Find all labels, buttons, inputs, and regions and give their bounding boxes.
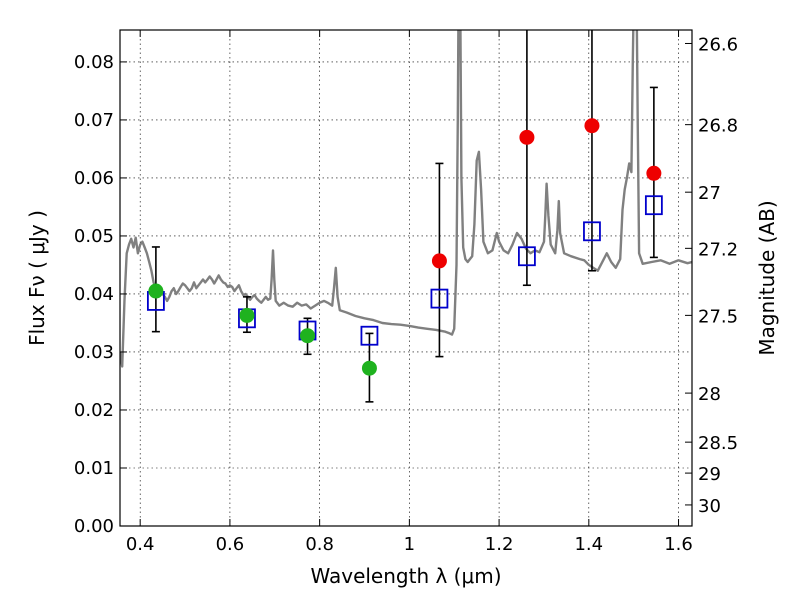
x-axis-ticks: 0.4 0.6 0.8 1 1.2 1.4 1.6 bbox=[126, 30, 693, 555]
y2-tick-label: 27 bbox=[698, 183, 721, 204]
y-tick-label: 0.07 bbox=[74, 110, 114, 131]
y2-tick-label: 30 bbox=[698, 496, 721, 517]
y-tick-label: 0.06 bbox=[74, 168, 114, 189]
y-axis-ticks: 0.00 0.01 0.02 0.03 0.04 0.05 0.06 0.07 0.08 bbox=[74, 52, 127, 537]
y2-axis-label: Magnitude (AB) bbox=[755, 200, 779, 355]
x-tick-label: 1.2 bbox=[485, 534, 514, 555]
x-tick-label: 1 bbox=[404, 534, 415, 555]
model-photometry-square bbox=[583, 221, 601, 242]
y2-tick-label: 27.5 bbox=[698, 306, 738, 327]
x-tick-label: 1.4 bbox=[574, 534, 603, 555]
y-tick-label: 0.03 bbox=[74, 342, 114, 363]
model-photometry-square bbox=[518, 246, 536, 267]
y2-tick-label: 28.5 bbox=[698, 433, 738, 454]
y-axis-label: Flux Fν ( μJy ) bbox=[25, 210, 49, 346]
model-photometry-square bbox=[430, 288, 449, 309]
y2-axis-ticks: 26.6 26.8 27 27.2 27.5 28 28.5 29 30 bbox=[685, 34, 738, 517]
x-tick-label: 0.6 bbox=[216, 534, 245, 555]
model-photometry-square bbox=[360, 325, 379, 346]
optical-point bbox=[300, 328, 316, 344]
plot-area bbox=[120, 30, 692, 403]
optical-point bbox=[239, 307, 255, 323]
y-tick-label: 0.01 bbox=[74, 458, 114, 479]
y2-tick-label: 27.2 bbox=[698, 239, 738, 260]
y2-tick-label: 26.6 bbox=[698, 34, 738, 55]
model-photometry-square bbox=[644, 195, 663, 216]
y-tick-label: 0.02 bbox=[74, 400, 114, 421]
y-tick-label: 0.05 bbox=[74, 226, 114, 247]
plot-frame bbox=[119, 29, 693, 527]
optical-point bbox=[148, 283, 164, 299]
x-tick-label: 0.4 bbox=[126, 534, 155, 555]
nir-point bbox=[646, 165, 662, 181]
nir-point bbox=[431, 253, 447, 269]
model-spectrum-line bbox=[120, 30, 692, 368]
y-tick-label: 0.00 bbox=[74, 516, 114, 537]
y2-tick-label: 26.8 bbox=[698, 116, 738, 137]
x-tick-label: 0.8 bbox=[305, 534, 334, 555]
x-tick-label: 1.6 bbox=[664, 534, 693, 555]
nir-point bbox=[519, 129, 535, 145]
y-tick-label: 0.04 bbox=[74, 284, 114, 305]
optical-point bbox=[361, 360, 377, 376]
y2-tick-label: 29 bbox=[698, 464, 721, 485]
detection-points bbox=[148, 118, 662, 376]
model-photometry-squares bbox=[146, 195, 663, 346]
y2-tick-label: 28 bbox=[698, 384, 721, 405]
nir-point bbox=[584, 118, 600, 134]
y-tick-label: 0.08 bbox=[74, 52, 114, 73]
x-axis-label: Wavelength λ (μm) bbox=[310, 564, 501, 588]
